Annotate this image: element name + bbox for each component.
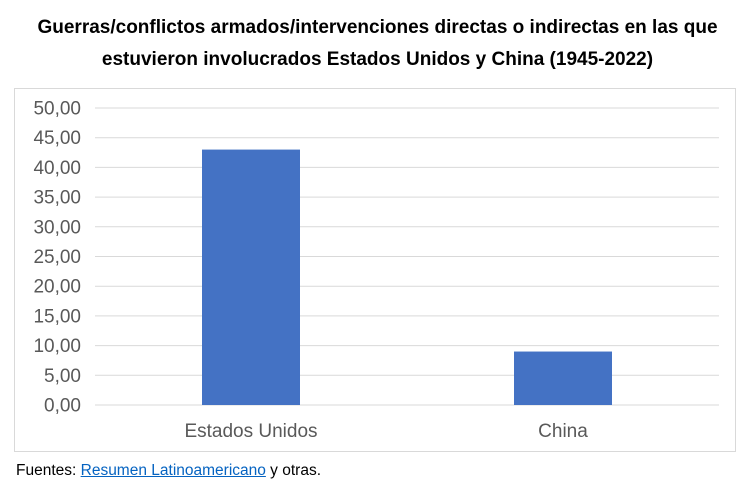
y-tick-label: 20,00 — [33, 277, 81, 298]
y-tick-label: 5,00 — [44, 366, 81, 387]
bar-chart: 0,00 5,00 10,00 15,00 20,00 25,00 30,00 35,00 40… — [33, 99, 719, 442]
x-tick-label: Estados Unidos — [184, 421, 317, 442]
y-tick-label: 15,00 — [33, 306, 81, 327]
y-tick-label: 30,00 — [33, 217, 81, 238]
bar — [202, 149, 300, 405]
y-tick-label: 10,00 — [33, 336, 81, 357]
source-note: Fuentes: Resumen Latinoamericano y otras… — [16, 462, 321, 480]
y-tick-label: 40,00 — [33, 158, 81, 179]
source-link[interactable]: Resumen Latinoamericano — [80, 462, 266, 479]
y-tick-label: 25,00 — [33, 247, 81, 268]
chart-title: Guerras/conflictos armados/intervencione… — [37, 17, 718, 70]
y-tick-label: 45,00 — [33, 128, 81, 149]
source-suffix: y otras. — [265, 462, 322, 479]
y-tick-label: 50,00 — [33, 99, 81, 120]
x-tick-label: China — [538, 421, 588, 442]
y-tick-label: 35,00 — [33, 188, 81, 209]
chart-area: 0,00 5,00 10,00 15,00 20,00 25,00 30,00 35,00 40… — [14, 88, 736, 452]
source-prefix: Fuentes: — [16, 462, 81, 479]
y-tick-label: 0,00 — [44, 396, 81, 417]
bar — [514, 351, 612, 405]
